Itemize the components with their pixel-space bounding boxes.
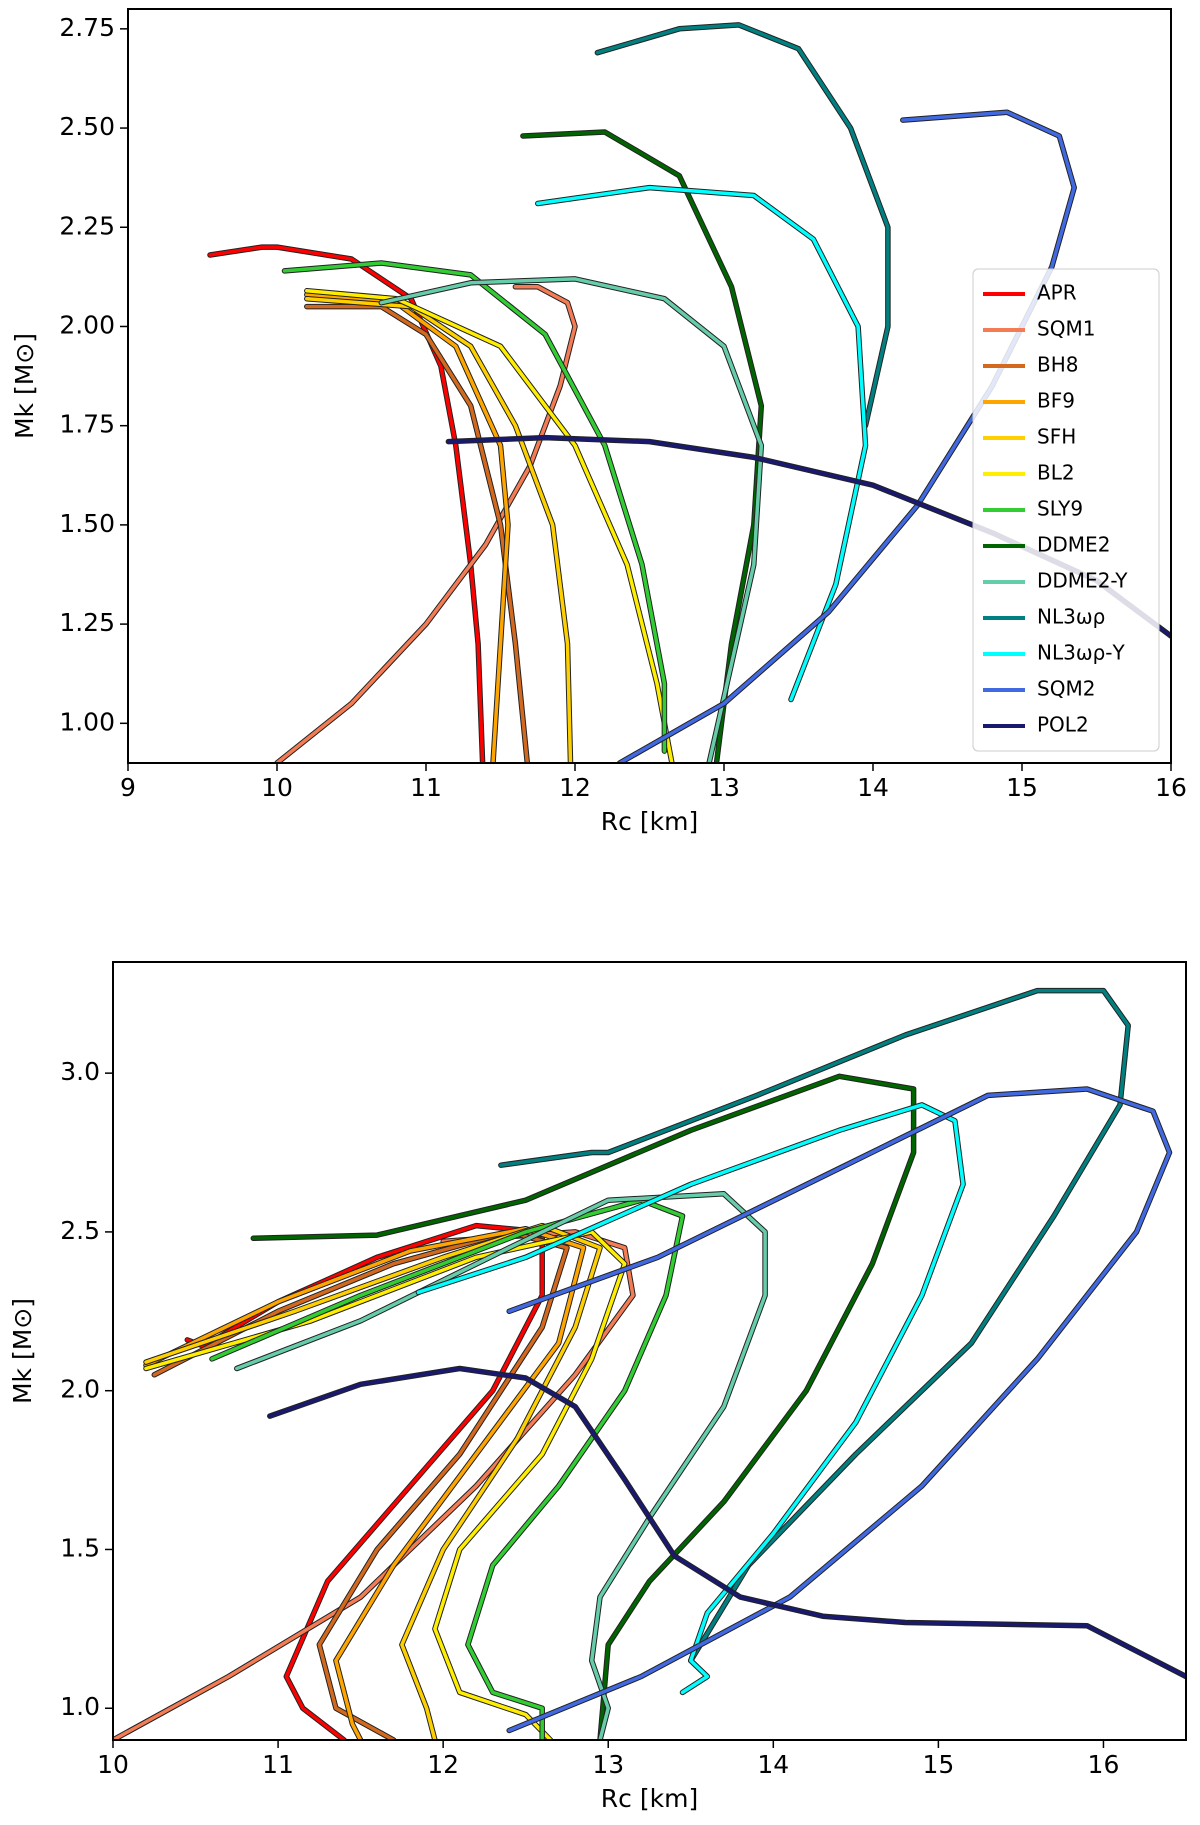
x-tick-label: 15: [922, 1750, 954, 1779]
y-axis-label: Mk [M⊙]: [8, 1298, 37, 1404]
legend-label: BL2: [1037, 461, 1075, 485]
legend-label: SFH: [1037, 425, 1076, 449]
legend-label: APR: [1037, 281, 1077, 305]
x-tick-label: 12: [559, 773, 591, 802]
y-tick-label: 2.00: [59, 310, 115, 339]
line: [268, 1366, 1186, 1679]
y-tick-label: 1.75: [59, 410, 115, 439]
plot-area: [207, 22, 1171, 763]
line: [113, 1230, 635, 1740]
line: [595, 23, 890, 428]
axes-frame: [127, 8, 1172, 764]
line: [499, 988, 1130, 1663]
x-tick-label: 10: [97, 1750, 129, 1779]
axes-frame: [112, 961, 1187, 1741]
panel: 10 11 12 13 14 15 16 1.0 1.5 2.0 2.5 3.0 Rc [km] Mk […: [8, 961, 1187, 1813]
x-tick-label: 13: [592, 1750, 624, 1779]
x-tick-label: 11: [262, 1750, 294, 1779]
x-tick-label: 15: [1006, 773, 1038, 802]
legend-box: [972, 268, 1160, 752]
line: [416, 1103, 965, 1695]
legend-label: POL2: [1037, 713, 1089, 737]
line: [235, 1192, 767, 1740]
y-tick-label: 1.50: [59, 509, 115, 538]
x-tick-label: 9: [120, 773, 136, 802]
x-tick-label: 14: [857, 773, 889, 802]
y-tick-label: 3.0: [60, 1057, 100, 1086]
x-axis-label: Rc [km]: [601, 1784, 698, 1813]
y-tick-label: 1.00: [59, 707, 115, 736]
line-outline: [274, 284, 578, 763]
x-tick-label: 12: [427, 1750, 459, 1779]
panel: 9 10 11 12 13 14 15 16 1.00 1.25 1.50 1.75 2.00 2.25 2…: [10, 8, 1187, 836]
legend-label: DDME2-Y: [1037, 569, 1128, 593]
line: [144, 1223, 602, 1740]
y-tick-label: 2.75: [59, 13, 115, 42]
line-outline: [113, 1229, 636, 1740]
y-axis-label: Mk [M⊙]: [10, 333, 39, 439]
line: [305, 292, 510, 763]
line-outline: [151, 1229, 570, 1740]
line-outline: [594, 22, 891, 429]
y-tick-label: 2.0: [60, 1375, 100, 1404]
x-tick-label: 16: [1088, 1750, 1120, 1779]
legend-label: DDME2: [1037, 533, 1110, 557]
x-tick-label: 16: [1155, 773, 1187, 802]
legend: APR SQM1 BH8 BF9 SFH BL2 SLY9 DDME2 DDME2-Y NL3ωρ…: [972, 268, 1160, 752]
line: [536, 185, 868, 702]
plot-area: [113, 987, 1186, 1740]
legend-label: NL3ωρ: [1037, 605, 1105, 629]
line: [507, 1087, 1172, 1733]
x-tick-label: 14: [757, 1750, 789, 1779]
x-tick-label: 11: [410, 773, 442, 802]
y-tick-label: 2.5: [60, 1216, 100, 1245]
legend-label: SQM2: [1037, 677, 1095, 701]
x-tick-label: 13: [708, 773, 740, 802]
line: [521, 130, 764, 763]
line: [379, 277, 764, 763]
legend-label: SLY9: [1037, 497, 1083, 521]
y-tick-label: 1.25: [59, 608, 115, 637]
y-tick-label: 1.5: [60, 1533, 100, 1562]
line: [144, 1230, 627, 1740]
legend-label: NL3ωρ-Y: [1037, 641, 1125, 665]
line: [282, 261, 667, 753]
line: [275, 285, 577, 763]
y-tick-label: 2.25: [59, 211, 115, 240]
line: [144, 1226, 586, 1740]
legend-label: BH8: [1037, 353, 1078, 377]
y-tick-label: 1.0: [60, 1692, 100, 1721]
line: [210, 1198, 685, 1740]
legend-label: SQM1: [1037, 317, 1095, 341]
y-tick-label: 2.50: [59, 112, 115, 141]
line-outline: [520, 129, 765, 763]
line: [251, 1074, 916, 1740]
legend-label: BF9: [1037, 389, 1075, 413]
x-axis-label: Rc [km]: [601, 807, 698, 836]
line: [152, 1230, 569, 1740]
x-tick-label: 10: [261, 773, 293, 802]
